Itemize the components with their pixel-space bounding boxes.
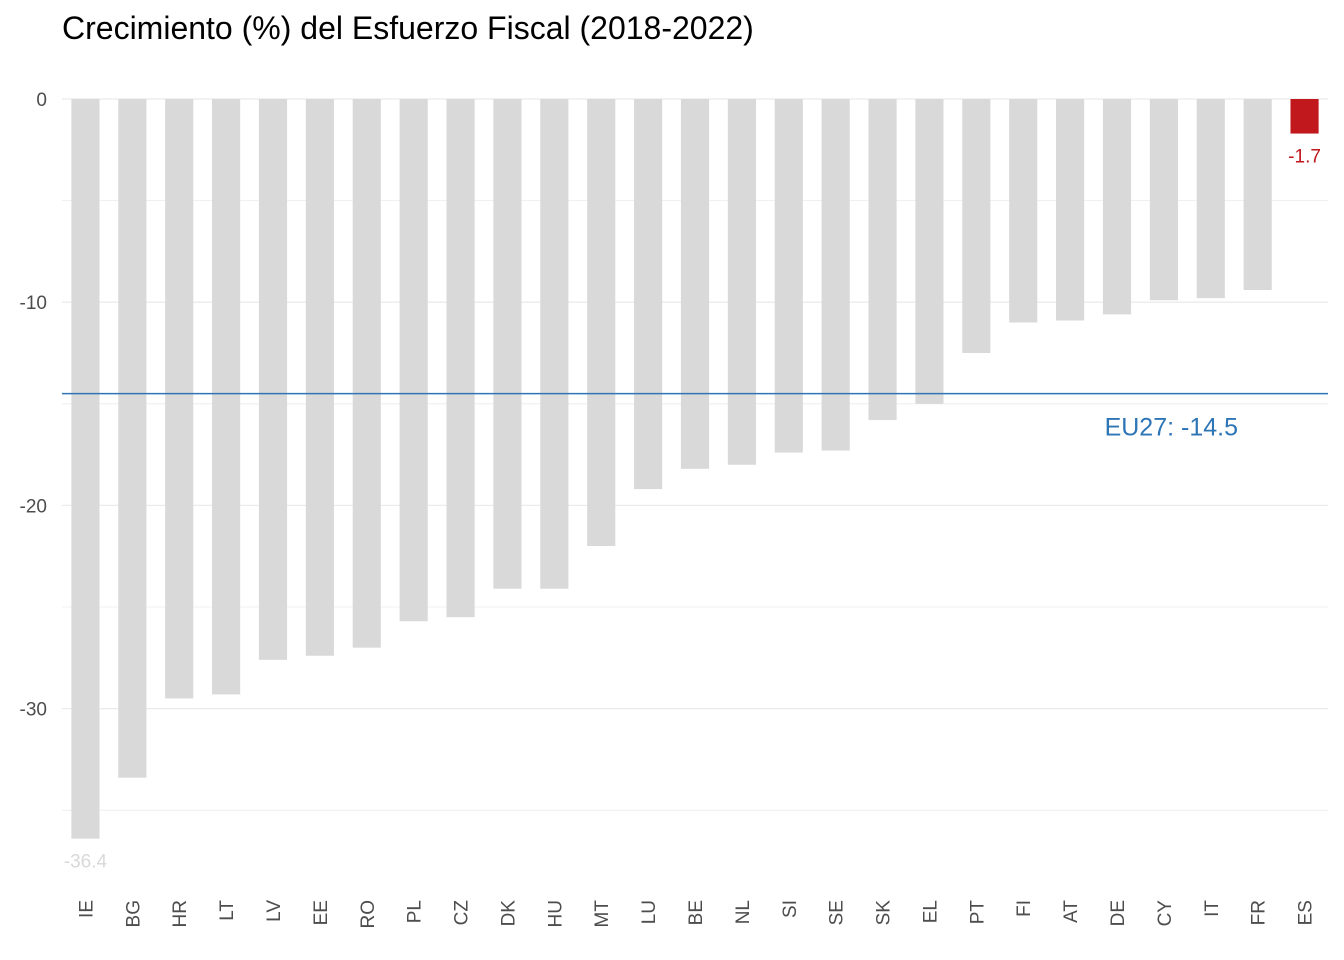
y-tick-label: -30 xyxy=(20,700,47,721)
bar-sk xyxy=(868,99,897,421)
x-tick-label: FR xyxy=(1249,900,1270,925)
x-tick-label: SI xyxy=(780,900,801,918)
x-tick-label: EL xyxy=(920,900,941,923)
bar-be xyxy=(680,99,710,469)
x-tick-label: SE xyxy=(827,900,848,925)
bar-dk xyxy=(493,99,522,589)
axis-layer: 0 -10 -20 -30 IE BG HR LT LV EE RO PL CZ DK HU MT LU BE NL… xyxy=(20,90,1317,929)
bar-el xyxy=(915,99,944,404)
value-label-ie: -36.4 xyxy=(64,852,108,873)
x-tick-label: EE xyxy=(311,900,332,925)
x-tick-label: LT xyxy=(217,900,238,921)
x-tick-label: DK xyxy=(498,900,519,927)
x-tick-label: CZ xyxy=(452,900,473,926)
x-tick-label: AT xyxy=(1061,900,1082,923)
eu27-reference-label: EU27: -14.5 xyxy=(1105,414,1238,442)
bar-pt xyxy=(962,99,991,353)
bar-si xyxy=(774,99,803,453)
bar-se xyxy=(821,99,850,451)
x-tick-label: FI xyxy=(1014,900,1035,917)
x-tick-label: HU xyxy=(545,900,566,927)
bar-hu xyxy=(540,99,569,589)
bar-ro xyxy=(352,99,381,648)
bar-cz xyxy=(446,99,475,618)
y-tick-label: -20 xyxy=(20,496,47,517)
x-tick-label: RO xyxy=(358,900,379,929)
bar-fi xyxy=(1009,99,1038,323)
x-tick-label: IT xyxy=(1202,900,1223,917)
labels-layer: -36.4 -1.7 xyxy=(64,147,1321,873)
x-tick-label: NL xyxy=(733,900,754,924)
bar-nl xyxy=(727,99,756,465)
x-tick-label: ES xyxy=(1296,900,1317,925)
x-tick-label: CY xyxy=(1155,900,1176,927)
chart-title: Crecimiento (%) del Esfuerzo Fiscal (201… xyxy=(62,10,754,46)
x-tick-label: MT xyxy=(592,900,613,928)
y-tick-label: 0 xyxy=(36,90,47,111)
x-tick-label: PL xyxy=(405,900,426,923)
bar-it xyxy=(1196,99,1225,299)
x-tick-label: BE xyxy=(686,900,707,925)
bar-hr xyxy=(165,99,194,699)
bar-mt xyxy=(587,99,616,547)
x-tick-label: SK xyxy=(874,900,895,926)
x-tick-label: LV xyxy=(264,900,285,922)
bar-lt xyxy=(212,99,241,695)
x-tick-label: LU xyxy=(639,900,660,924)
x-tick-label: BG xyxy=(123,900,144,927)
bar-lu xyxy=(634,99,663,490)
bar-lv xyxy=(258,99,288,660)
bar-at xyxy=(1056,99,1085,321)
bar-ie xyxy=(71,99,100,839)
reference-layer: EU27: -14.5 xyxy=(62,392,1328,442)
x-tick-label: HR xyxy=(170,900,191,927)
x-tick-label: DE xyxy=(1108,900,1129,926)
bar-bg xyxy=(118,99,147,778)
bar-fr xyxy=(1243,99,1272,291)
value-label-es: -1.7 xyxy=(1288,147,1321,168)
bar-de xyxy=(1102,99,1132,315)
bar-cy xyxy=(1149,99,1178,301)
y-tick-label: -10 xyxy=(20,293,47,314)
bar-es xyxy=(1290,99,1319,134)
bar-pl xyxy=(399,99,428,622)
x-tick-label: PT xyxy=(967,900,988,925)
bars-layer xyxy=(71,99,1319,839)
x-tick-label: IE xyxy=(76,900,97,918)
bar-ee xyxy=(305,99,334,656)
